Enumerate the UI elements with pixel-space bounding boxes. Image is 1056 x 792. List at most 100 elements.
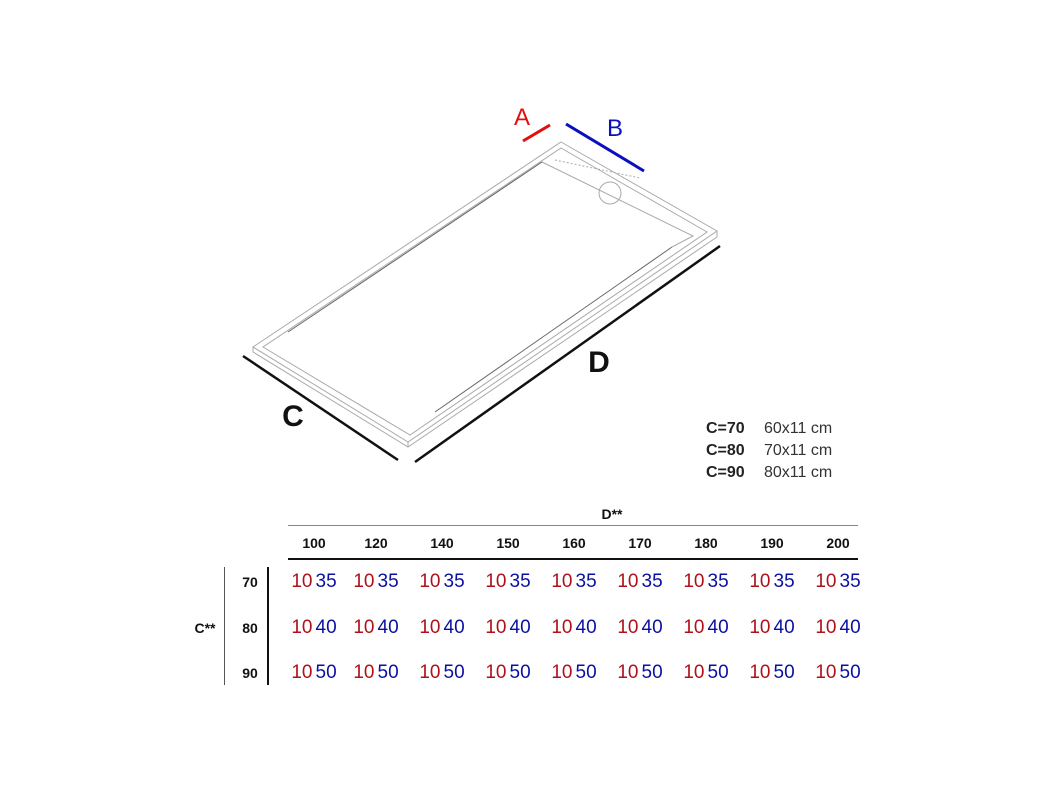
row-label-rule [267, 567, 269, 685]
legend-key: C=80 [706, 442, 745, 459]
label-d: D [588, 346, 610, 379]
value-a: 10 [683, 571, 705, 592]
value-b: 50 [443, 662, 465, 683]
value-a: 10 [291, 617, 313, 638]
table-cell: 10 40 [815, 617, 860, 639]
value-a: 10 [353, 617, 375, 638]
column-header: 170 [628, 535, 652, 551]
table-cell: 10 40 [353, 617, 398, 639]
dimension-d-line [414, 244, 721, 464]
value-a: 10 [551, 617, 573, 638]
legend-value: 70x11 cm [764, 442, 833, 459]
table-cell: 10 35 [815, 571, 860, 593]
value-a: 10 [749, 617, 771, 638]
value-b: 50 [641, 662, 663, 683]
table-cell: 10 40 [551, 617, 596, 639]
value-a: 10 [291, 662, 313, 683]
value-b: 40 [707, 617, 729, 638]
tray-side-edge [252, 231, 718, 448]
legend-row: C=90 80x11 cm [706, 464, 832, 482]
tray-floor [541, 161, 695, 248]
legend-value: 60x11 cm [764, 420, 833, 437]
value-b: 50 [509, 662, 531, 683]
value-a: 10 [291, 571, 313, 592]
table-cell: 10 40 [291, 617, 336, 639]
value-b: 40 [377, 617, 399, 638]
table-cell: 10 50 [485, 662, 530, 684]
legend-row: C=70 60x11 cm [706, 420, 832, 438]
value-a: 10 [485, 617, 507, 638]
value-b: 40 [839, 617, 861, 638]
row-label: 90 [242, 665, 258, 681]
value-a: 10 [485, 571, 507, 592]
legend-value: 80x11 cm [764, 464, 833, 481]
value-a: 10 [617, 662, 639, 683]
tray-outer-top [252, 141, 718, 443]
table-cell: 10 35 [683, 571, 728, 593]
value-a: 10 [617, 571, 639, 592]
table-cell: 10 50 [683, 662, 728, 684]
value-b: 35 [707, 571, 729, 592]
value-b: 40 [641, 617, 663, 638]
dimension-a-line [522, 123, 551, 143]
value-a: 10 [419, 617, 441, 638]
value-b: 50 [773, 662, 795, 683]
dimension-c-line [242, 354, 399, 462]
drain-icon [598, 181, 622, 205]
value-a: 10 [815, 617, 837, 638]
table-cell: 10 35 [617, 571, 662, 593]
value-a: 10 [749, 571, 771, 592]
table-cell: 10 50 [419, 662, 464, 684]
value-a: 10 [419, 662, 441, 683]
column-header: 180 [694, 535, 718, 551]
value-a: 10 [815, 662, 837, 683]
table-cell: 10 35 [353, 571, 398, 593]
column-header: 200 [826, 535, 850, 551]
column-title: D** [601, 506, 623, 522]
value-a: 10 [485, 662, 507, 683]
value-b: 35 [509, 571, 531, 592]
row-title-rule [224, 567, 225, 685]
value-b: 50 [377, 662, 399, 683]
value-a: 10 [353, 662, 375, 683]
label-c: C [282, 400, 304, 433]
header-rule [288, 558, 858, 560]
value-a: 10 [683, 617, 705, 638]
label-b: B [606, 115, 624, 142]
table-cell: 10 50 [551, 662, 596, 684]
table-cell: 10 35 [749, 571, 794, 593]
value-a: 10 [749, 662, 771, 683]
value-b: 35 [377, 571, 399, 592]
column-header: 140 [430, 535, 454, 551]
table-cell: 10 40 [485, 617, 530, 639]
legend-key: C=90 [706, 464, 745, 481]
value-a: 10 [551, 662, 573, 683]
header-divider [288, 525, 858, 526]
value-b: 35 [443, 571, 465, 592]
row-label: 80 [242, 620, 258, 636]
table-cell: 10 35 [419, 571, 464, 593]
value-b: 35 [839, 571, 861, 592]
value-b: 35 [773, 571, 795, 592]
table-cell: 10 40 [617, 617, 662, 639]
column-header: 120 [364, 535, 388, 551]
value-a: 10 [617, 617, 639, 638]
table-cell: 10 40 [419, 617, 464, 639]
value-b: 40 [773, 617, 795, 638]
column-header: 150 [496, 535, 520, 551]
table-cell: 10 50 [815, 662, 860, 684]
value-a: 10 [815, 571, 837, 592]
value-b: 40 [443, 617, 465, 638]
value-b: 35 [315, 571, 337, 592]
dimension-b-line [565, 122, 645, 173]
table-cell: 10 50 [353, 662, 398, 684]
value-b: 40 [315, 617, 337, 638]
value-b: 50 [315, 662, 337, 683]
table-cell: 10 50 [617, 662, 662, 684]
value-a: 10 [683, 662, 705, 683]
table-cell: 10 40 [749, 617, 794, 639]
value-a: 10 [551, 571, 573, 592]
value-b: 50 [707, 662, 729, 683]
value-a: 10 [353, 571, 375, 592]
